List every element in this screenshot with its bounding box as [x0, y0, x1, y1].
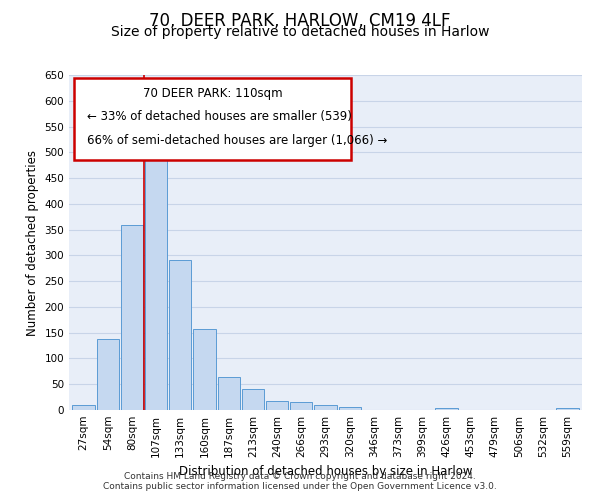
Bar: [314, 405, 337, 410]
Bar: [338, 408, 361, 410]
X-axis label: Distribution of detached houses by size in Harlow: Distribution of detached houses by size …: [179, 466, 472, 478]
Bar: [193, 329, 215, 410]
Bar: [266, 400, 288, 410]
Text: 70 DEER PARK: 110sqm: 70 DEER PARK: 110sqm: [143, 86, 283, 100]
Bar: [73, 405, 95, 410]
Text: Contains HM Land Registry data © Crown copyright and database right 2024.: Contains HM Land Registry data © Crown c…: [124, 472, 476, 481]
Bar: [169, 260, 191, 410]
Text: Contains public sector information licensed under the Open Government Licence v3: Contains public sector information licen…: [103, 482, 497, 491]
Bar: [436, 408, 458, 410]
Bar: [145, 134, 167, 410]
Text: 70, DEER PARK, HARLOW, CM19 4LF: 70, DEER PARK, HARLOW, CM19 4LF: [149, 12, 451, 30]
Bar: [242, 390, 264, 410]
Bar: [218, 376, 240, 410]
Bar: [121, 226, 143, 410]
Bar: [556, 408, 578, 410]
Bar: [290, 402, 313, 410]
Text: ← 33% of detached houses are smaller (539): ← 33% of detached houses are smaller (53…: [87, 110, 352, 123]
Text: Size of property relative to detached houses in Harlow: Size of property relative to detached ho…: [111, 25, 489, 39]
FancyBboxPatch shape: [74, 78, 351, 160]
Bar: [97, 340, 119, 410]
Y-axis label: Number of detached properties: Number of detached properties: [26, 150, 39, 336]
Text: 66% of semi-detached houses are larger (1,066) →: 66% of semi-detached houses are larger (…: [87, 134, 388, 146]
